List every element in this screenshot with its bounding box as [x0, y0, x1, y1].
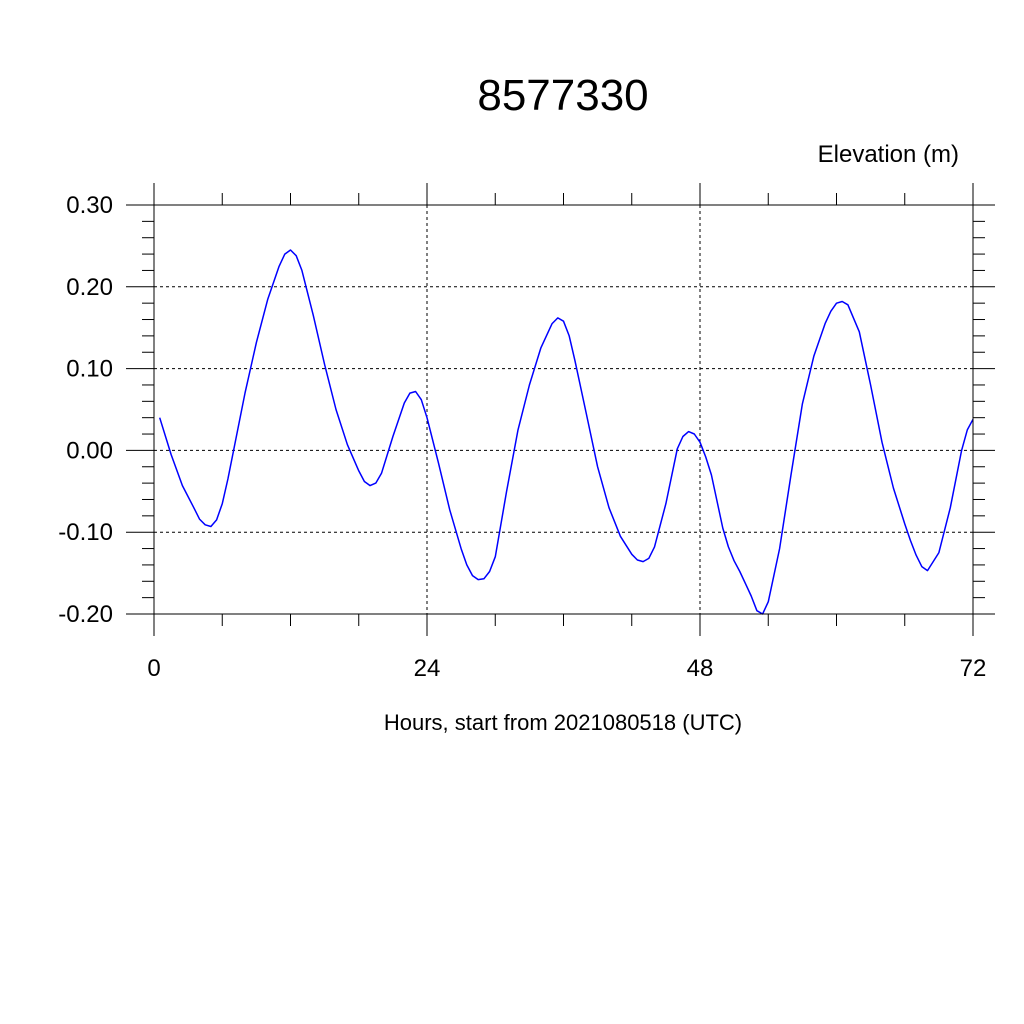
y-tick-label: 0.00	[66, 437, 113, 464]
y-axis-label: Elevation (m)	[818, 141, 959, 168]
plot-frame	[153, 204, 974, 615]
series-layer	[158, 249, 974, 615]
x-axis-label: Hours, start from 2021080518 (UTC)	[384, 710, 742, 735]
y-tick-label: -0.10	[58, 519, 113, 546]
y-tick-label: 0.20	[66, 274, 113, 301]
axis-ticks	[126, 183, 995, 636]
y-tick-label: -0.20	[58, 601, 113, 628]
x-tick-label: 24	[414, 655, 441, 682]
tick-labels: -0.20 -0.10 0.00 0.10 0.20 0.30 0 24 48 72	[58, 192, 986, 682]
chart-title: 8577330	[477, 71, 648, 120]
y-tick-label: 0.30	[66, 192, 113, 219]
series-line	[158, 249, 974, 615]
x-tick-label: 0	[147, 655, 160, 682]
y-tick-label: 0.10	[66, 356, 113, 383]
x-tick-label: 48	[687, 655, 714, 682]
x-tick-label: 72	[960, 655, 987, 682]
